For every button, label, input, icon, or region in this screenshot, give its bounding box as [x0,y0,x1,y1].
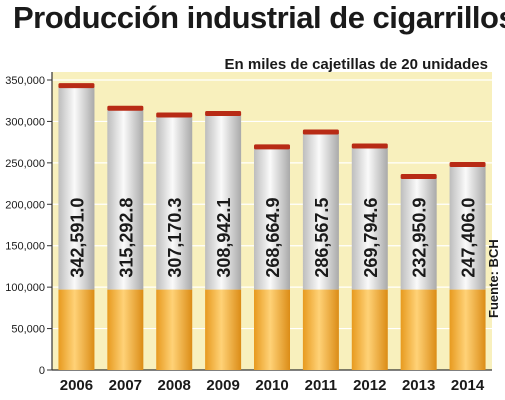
bar-value-label: 269,794.6 [361,198,381,278]
bar-paper [254,147,290,290]
bar-filter [449,289,486,370]
chart-title: Producción industrial de cigarrillos [13,0,505,35]
bar-ember [107,105,144,111]
bar-ember [449,162,486,168]
bar-paper [449,165,486,290]
bar-ember [254,144,290,150]
bar-value-label: 342,591.0 [67,198,87,278]
bar-2009: 308,942.1 2009 [205,111,242,394]
bar-ember [351,143,388,149]
x-tick-label: 2009 [206,377,239,394]
y-tick-label: 250,000 [5,158,45,170]
bar-2013: 232,950.9 2013 [400,173,437,394]
y-tick-label: 200,000 [5,199,45,211]
bar-ember [205,111,242,117]
chart-subtitle: En miles de cajetillas de 20 unidades [225,56,488,73]
bar-paper [351,146,388,290]
y-tick-label: 350,000 [5,75,45,87]
bars: 342,591.02006315,292.82007307,170.320083… [58,83,486,394]
bar-filter [254,289,290,370]
bar-paper [107,108,144,290]
bar-2011: 286,567.5 2011 [302,129,339,394]
bar-value-label: 307,170.3 [165,198,185,278]
bar-value-label: 232,950.9 [410,198,430,278]
x-tick-label: 2006 [60,377,93,394]
bar-ember [58,83,95,89]
bar-value-label: 268,664.9 [263,198,283,278]
bar-filter [58,289,95,370]
bar-2008: 307,170.3 2008 [156,112,193,394]
bar-filter [205,289,242,370]
bar-filter [400,289,437,370]
bar-2006: 342,591.0 2006 [58,83,95,394]
bar-paper [205,114,242,290]
y-tick-label: 150,000 [5,241,45,253]
y-tick-label: 0 [39,365,45,377]
bar-paper [400,176,437,290]
y-tick-label: 100,000 [5,282,45,294]
y-tick-label: 300,000 [5,116,45,128]
x-tick-label: 2014 [451,377,485,394]
y-tick-label: 50,000 [11,324,45,336]
source-label: Fuente: BCH [486,239,501,318]
bar-2014: 247,406.0 2014 [449,162,486,394]
x-tick-label: 2007 [109,377,142,394]
bar-filter [156,289,193,370]
bar-filter [302,289,339,370]
bar-paper [58,86,95,290]
bar-2010: 268,664.9 2010 [254,144,290,394]
bar-value-label: 308,942.1 [214,198,234,278]
bar-2012: 269,794.6 2012 [351,143,388,394]
bar-value-label: 315,292.8 [116,198,136,278]
bar-paper [156,115,193,290]
x-tick-label: 2012 [353,377,386,394]
bar-ember [156,112,193,118]
bar-ember [302,129,339,135]
bar-paper [302,132,339,290]
bar-filter [351,289,388,370]
bar-ember [400,173,437,179]
x-tick-label: 2013 [402,377,435,394]
bar-value-label: 286,567.5 [312,198,332,278]
bar-value-label: 247,406.0 [459,198,479,278]
bar-2007: 315,292.8 2007 [107,105,144,394]
bar-filter [107,289,144,370]
axes: 0 50,000 100,000 150,000 200,000 250,000 300,0… [5,72,492,377]
x-tick-label: 2008 [158,377,191,394]
x-tick-label: 2010 [255,377,288,394]
x-tick-label: 2011 [305,377,338,394]
